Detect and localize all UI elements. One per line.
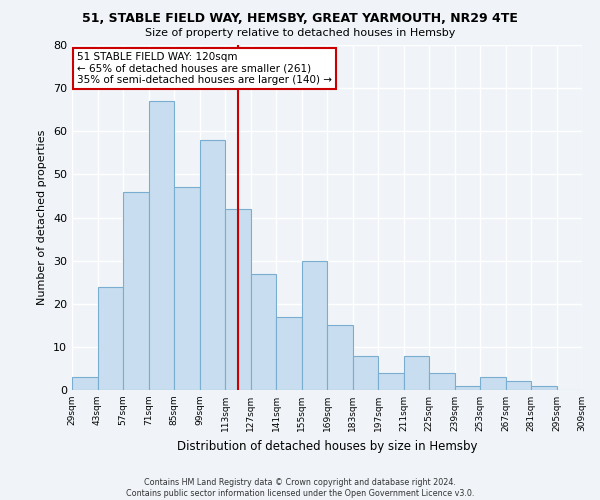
Bar — [327, 326, 353, 390]
Text: 51, STABLE FIELD WAY, HEMSBY, GREAT YARMOUTH, NR29 4TE: 51, STABLE FIELD WAY, HEMSBY, GREAT YARM… — [82, 12, 518, 26]
Bar — [455, 386, 480, 390]
Bar — [353, 356, 378, 390]
Bar — [302, 260, 327, 390]
Bar — [480, 377, 505, 390]
Text: Size of property relative to detached houses in Hemsby: Size of property relative to detached ho… — [145, 28, 455, 38]
Bar — [276, 316, 302, 390]
Bar — [404, 356, 429, 390]
Bar — [378, 373, 404, 390]
Text: Contains HM Land Registry data © Crown copyright and database right 2024.
Contai: Contains HM Land Registry data © Crown c… — [126, 478, 474, 498]
Bar — [531, 386, 557, 390]
Y-axis label: Number of detached properties: Number of detached properties — [37, 130, 47, 305]
Bar — [251, 274, 276, 390]
Text: 51 STABLE FIELD WAY: 120sqm
← 65% of detached houses are smaller (261)
35% of se: 51 STABLE FIELD WAY: 120sqm ← 65% of det… — [77, 52, 332, 85]
Bar — [199, 140, 225, 390]
Bar — [505, 382, 531, 390]
Bar — [72, 377, 97, 390]
Bar — [225, 209, 251, 390]
Bar — [97, 286, 123, 390]
Bar — [123, 192, 149, 390]
Bar — [174, 188, 199, 390]
X-axis label: Distribution of detached houses by size in Hemsby: Distribution of detached houses by size … — [177, 440, 477, 452]
Bar — [429, 373, 455, 390]
Bar — [149, 101, 174, 390]
